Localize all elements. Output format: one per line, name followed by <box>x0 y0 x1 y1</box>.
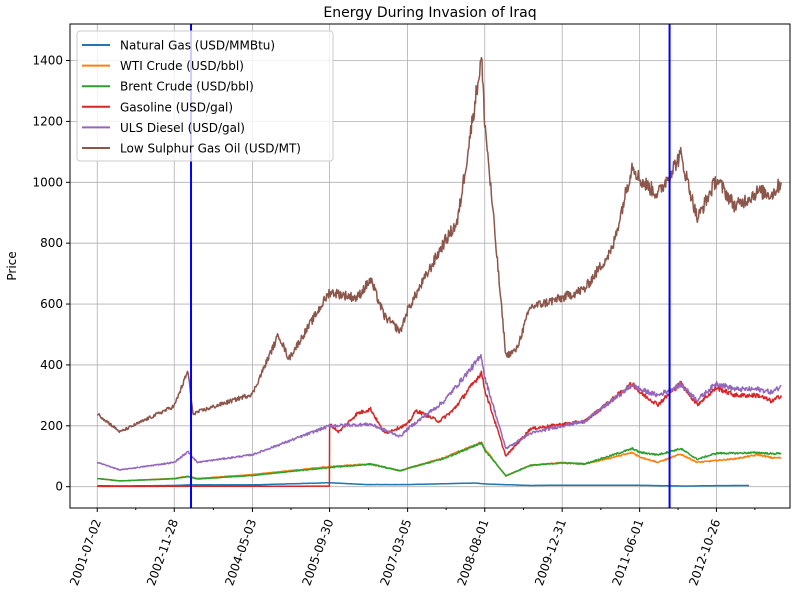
legend-entry: Low Sulphur Gas Oil (USD/MT) <box>120 142 301 156</box>
y-tick-label: 200 <box>40 419 63 433</box>
legend-entry: ULS Diesel (USD/gal) <box>120 121 245 135</box>
legend-entry: Brent Crude (USD/bbl) <box>120 80 254 94</box>
series-line-2 <box>96 441 782 482</box>
series-line-0 <box>97 481 750 487</box>
y-tick-label: 400 <box>40 358 63 372</box>
series-line-4 <box>96 353 782 471</box>
y-axis-label: Price <box>5 251 19 280</box>
series-line-3 <box>97 370 782 488</box>
series-layer <box>96 57 782 488</box>
y-axis: 0 200 400 600 800 1000 1200 1400 <box>32 54 70 494</box>
y-tick-label: 1000 <box>32 175 63 189</box>
legend-entry: Gasoline (USD/gal) <box>120 100 233 114</box>
y-tick-label: 1200 <box>32 114 63 128</box>
chart-title: Energy During Invasion of Iraq <box>323 5 536 21</box>
legend: Natural Gas (USD/MMBtu) WTI Crude (USD/bb… <box>76 30 334 162</box>
y-tick-label: 800 <box>40 236 63 250</box>
plot-frame <box>69 23 791 509</box>
y-tick-label: 0 <box>55 480 63 494</box>
y-tick-label: 600 <box>40 297 63 311</box>
series-line-5 <box>96 57 782 434</box>
legend-entry: Natural Gas (USD/MMBtu) <box>120 39 275 53</box>
y-tick-label: 1400 <box>32 54 63 68</box>
legend-entry: WTI Crude (USD/bbl) <box>120 59 244 73</box>
legend-box <box>76 30 334 162</box>
